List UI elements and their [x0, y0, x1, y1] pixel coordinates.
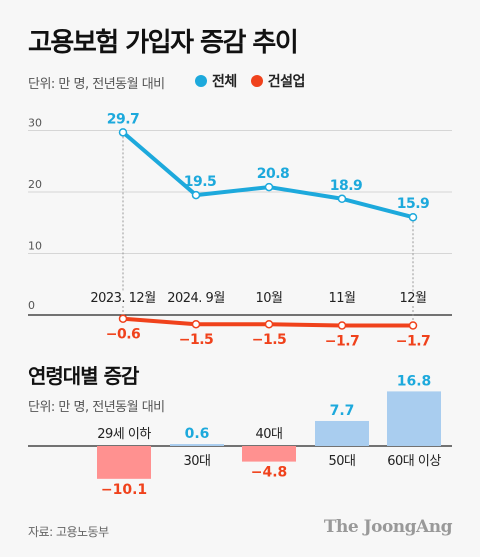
- bar-3: [315, 420, 369, 446]
- age-section-title: 연령대별 증감: [28, 364, 139, 388]
- data-label-total-3: 18.9: [330, 178, 363, 194]
- data-label-construction-1: −1.5: [179, 332, 214, 348]
- data-label-total-1: 19.5: [184, 174, 217, 190]
- legend: 전체 건설업: [195, 71, 319, 91]
- bar-category-label-0: 29세 이하: [97, 427, 151, 442]
- bar-2: [242, 446, 296, 462]
- x-tick-label-0: 2023. 12월: [90, 291, 155, 306]
- data-label-construction-0: −0.6: [106, 327, 141, 343]
- data-point-total-3: [337, 194, 347, 204]
- bar-value-label-2: −4.8: [251, 465, 288, 481]
- data-point-total-0: [118, 128, 128, 137]
- chart-title: 고용보험 가입자 증감 추이: [28, 28, 299, 58]
- data-point-construction-4: [408, 321, 418, 330]
- chart-unit-note: 단위: 만 명, 전년동월 대비: [28, 77, 165, 92]
- legend-item-construction: 건설업: [250, 71, 306, 91]
- x-tick-label-2: 10월: [255, 291, 282, 306]
- bar-category-label-1: 30대: [183, 454, 210, 469]
- bar-0: [97, 446, 151, 479]
- data-label-total-4: 15.9: [397, 196, 430, 212]
- y-tick-label-20: 20: [28, 178, 42, 191]
- data-label-total-2: 20.8: [257, 166, 290, 182]
- data-label-construction-3: −1.7: [325, 333, 360, 349]
- x-tick-label-4: 12월: [399, 291, 426, 306]
- legend-item-total: 전체: [195, 71, 237, 91]
- bar-category-label-3: 50대: [328, 454, 355, 469]
- data-point-construction-2: [264, 319, 274, 329]
- bar-category-label-4: 60대 이상: [387, 454, 441, 469]
- brand-logo: The JoongAng: [323, 517, 453, 537]
- source-note: 자료: 고용노동부: [28, 525, 109, 539]
- data-point-total-4: [408, 212, 418, 222]
- age-unit-note: 단위: 만 명, 전년동월 대비: [28, 400, 165, 415]
- y-tick-label-0: 0: [28, 299, 35, 312]
- data-label-construction-4: −1.7: [396, 333, 431, 349]
- x-tick-label-1: 2024. 9월: [167, 291, 225, 306]
- bar-value-label-4: 16.8: [397, 373, 432, 389]
- y-tick-label-10: 10: [28, 240, 42, 253]
- y-tick-label-30: 30: [28, 117, 42, 130]
- bar-value-label-0: −10.1: [101, 482, 147, 498]
- bar-value-label-1: 0.6: [185, 426, 210, 442]
- data-point-construction-3: [337, 321, 347, 330]
- legend-label-construction: 건설업: [267, 74, 306, 90]
- bar-category-label-2: 40대: [255, 427, 282, 442]
- data-point-construction-1: [191, 319, 201, 329]
- data-label-construction-2: −1.5: [252, 332, 287, 348]
- x-tick-label-3: 11월: [328, 291, 355, 306]
- legend-dot-construction: [250, 75, 263, 87]
- data-point-construction-0: [118, 314, 128, 323]
- legend-label-total: 전체: [212, 74, 237, 90]
- data-label-total-0: 29.7: [107, 111, 140, 127]
- bar-value-label-3: 7.7: [330, 403, 355, 419]
- bar-1: [170, 444, 224, 446]
- bar-4: [387, 391, 441, 446]
- data-point-total-2: [264, 182, 274, 192]
- data-point-total-1: [191, 190, 201, 200]
- legend-dot-total: [195, 75, 207, 87]
